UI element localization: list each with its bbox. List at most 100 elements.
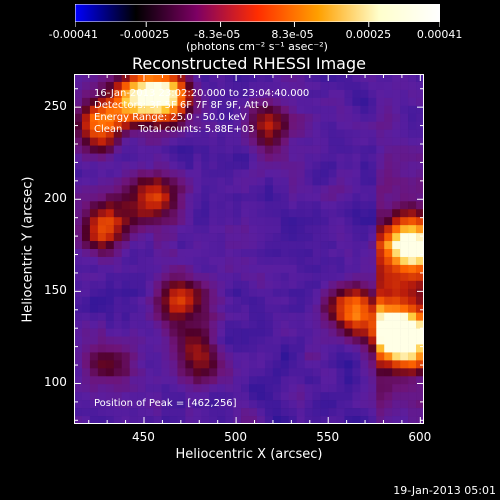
heatmap-cell xyxy=(113,161,123,170)
heatmap-cell xyxy=(185,113,194,123)
heatmap-cell xyxy=(201,328,210,337)
heatmap-cell xyxy=(145,185,154,194)
heatmap-cell xyxy=(113,137,123,146)
heatmap-cell xyxy=(256,145,266,154)
heatmap-cell xyxy=(185,368,194,377)
heatmap-cell xyxy=(296,97,305,107)
heatmap-cell xyxy=(129,177,138,186)
heatmap-cell xyxy=(97,97,107,107)
heatmap-cell xyxy=(97,360,107,369)
heatmap-cell xyxy=(384,81,393,91)
heatmap-cell xyxy=(280,264,290,274)
heatmap-cell xyxy=(97,376,107,385)
heatmap-cell xyxy=(177,256,186,266)
heatmap-cell xyxy=(81,272,91,282)
heatmap-cell xyxy=(264,121,274,130)
heatmap-cell xyxy=(376,241,385,250)
heatmap-cell xyxy=(233,121,242,130)
heatmap-cell xyxy=(304,121,313,130)
heatmap-cell xyxy=(288,121,298,130)
heatmap-cell xyxy=(360,169,369,178)
heatmap-cell xyxy=(233,312,242,321)
heatmap-cell xyxy=(153,121,162,130)
heatmap-cell xyxy=(320,105,329,115)
heatmap-cell xyxy=(296,360,305,369)
heatmap-cell xyxy=(185,320,194,329)
heatmap-cell xyxy=(256,74,266,83)
heatmap-cell xyxy=(153,368,162,377)
heatmap-cell xyxy=(241,384,250,393)
heatmap-cell xyxy=(241,225,250,234)
heatmap-cell xyxy=(241,416,250,424)
heatmap-cell xyxy=(161,113,170,123)
heatmap-cell xyxy=(145,312,154,321)
heatmap-cell xyxy=(153,352,162,361)
heatmap-cell xyxy=(280,312,290,321)
heatmap-cell xyxy=(97,81,107,91)
heatmap-cell xyxy=(320,121,329,130)
heatmap-cell xyxy=(408,81,417,91)
heatmap-cell xyxy=(105,153,115,162)
heatmap-cell xyxy=(185,288,194,298)
heatmap-cell xyxy=(328,312,337,321)
heatmap-cell xyxy=(384,400,393,409)
heatmap-cell xyxy=(304,344,313,353)
heatmap-cell xyxy=(233,384,242,393)
heatmap-cell xyxy=(272,193,282,202)
heatmap-cell xyxy=(400,113,409,123)
heatmap-cell xyxy=(280,89,290,99)
heatmap-cell xyxy=(89,360,99,369)
heatmap-cell xyxy=(89,288,99,298)
heatmap-cell xyxy=(241,129,250,138)
heatmap-cell xyxy=(304,113,313,123)
heatmap-cell xyxy=(256,384,266,393)
heatmap-cell xyxy=(185,225,194,234)
heatmap-cell xyxy=(400,264,409,274)
heatmap-cell xyxy=(241,137,250,146)
heatmap-cell xyxy=(344,288,353,298)
heatmap-cell xyxy=(185,264,194,274)
heatmap-cell xyxy=(272,74,282,83)
heatmap-cell xyxy=(169,416,178,424)
heatmap-cell xyxy=(74,320,83,329)
heatmap-cell xyxy=(161,249,170,258)
heatmap-cell xyxy=(336,241,345,250)
heatmap-cell xyxy=(304,193,313,202)
heatmap-cell xyxy=(249,193,258,202)
heatmap-cell xyxy=(352,217,361,226)
heatmap-cell xyxy=(320,304,329,313)
heatmap-cell xyxy=(121,217,130,226)
heatmap-cell xyxy=(384,89,393,99)
heatmap-cell xyxy=(272,256,282,266)
heatmap-cell xyxy=(408,249,417,258)
heatmap-cell xyxy=(280,74,290,83)
heatmap-cell xyxy=(185,185,194,194)
heatmap-cell xyxy=(153,185,162,194)
heatmap-cell xyxy=(193,169,202,178)
heatmap-cell xyxy=(416,304,424,313)
heatmap-cell xyxy=(249,288,258,298)
heatmap-cell xyxy=(264,376,274,385)
heatmap-cell xyxy=(177,408,186,417)
heatmap-cell xyxy=(81,193,91,202)
heatmap-cell xyxy=(201,272,210,282)
heatmap-cell xyxy=(241,209,250,218)
heatmap-cell xyxy=(217,209,226,218)
heatmap-cell xyxy=(312,408,321,417)
heatmap-cell xyxy=(201,344,210,353)
heatmap-cell xyxy=(169,352,178,361)
heatmap-cell xyxy=(384,304,393,313)
heatmap-cell xyxy=(241,328,250,337)
heatmap-cell xyxy=(344,137,353,146)
heatmap-cell xyxy=(360,225,369,234)
heatmap-cell xyxy=(233,328,242,337)
heatmap-cell xyxy=(233,233,242,242)
heatmap-cell xyxy=(81,296,91,305)
heatmap-cell xyxy=(201,392,210,401)
heatmap-cell xyxy=(384,280,393,290)
heatmap-cell xyxy=(264,113,274,123)
heatmap-cell xyxy=(256,137,266,146)
heatmap-cell xyxy=(233,89,242,99)
heatmap-cell xyxy=(233,344,242,353)
heatmap-cell xyxy=(185,169,194,178)
